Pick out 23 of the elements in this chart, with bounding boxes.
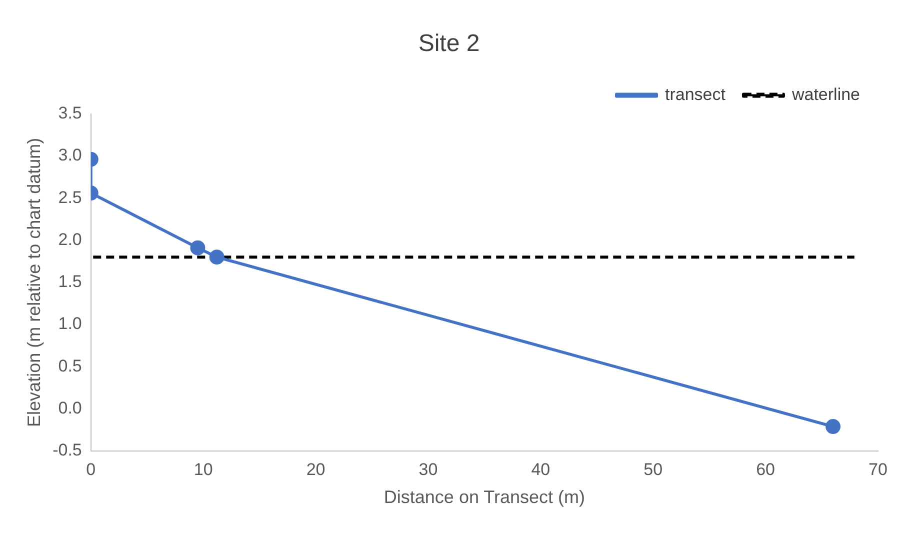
x-tick-label: 70 xyxy=(868,460,888,479)
x-tick-label: 60 xyxy=(756,460,776,479)
y-tick-label: 1.5 xyxy=(58,272,82,292)
x-tick-label: 30 xyxy=(418,460,438,479)
y-tick-label: 2.5 xyxy=(58,188,82,207)
y-axis-title: Elevation (m relative to chart datum) xyxy=(24,138,44,427)
y-tick-label: 0.0 xyxy=(58,398,82,418)
y-tick-label: -0.5 xyxy=(52,440,82,460)
y-tick-label: 1.0 xyxy=(58,314,82,334)
x-axis-title: Distance on Transect (m) xyxy=(384,487,585,508)
y-tick-label: 2.0 xyxy=(58,230,82,249)
x-tick-label: 50 xyxy=(644,460,663,479)
x-tick-label: 0 xyxy=(86,460,96,479)
x-tick-label: 40 xyxy=(531,460,550,479)
legend-label: waterline xyxy=(790,84,860,104)
legend-label: transect xyxy=(664,84,726,104)
y-tick-label: 3.0 xyxy=(58,146,82,165)
x-tick-label: 10 xyxy=(194,460,213,479)
chart-title: Site 2 xyxy=(418,30,480,58)
point xyxy=(826,419,841,434)
y-tick-label: 0.5 xyxy=(58,356,82,376)
y-tick-label: 3.5 xyxy=(58,103,82,122)
x-tick-label: 20 xyxy=(306,460,326,479)
